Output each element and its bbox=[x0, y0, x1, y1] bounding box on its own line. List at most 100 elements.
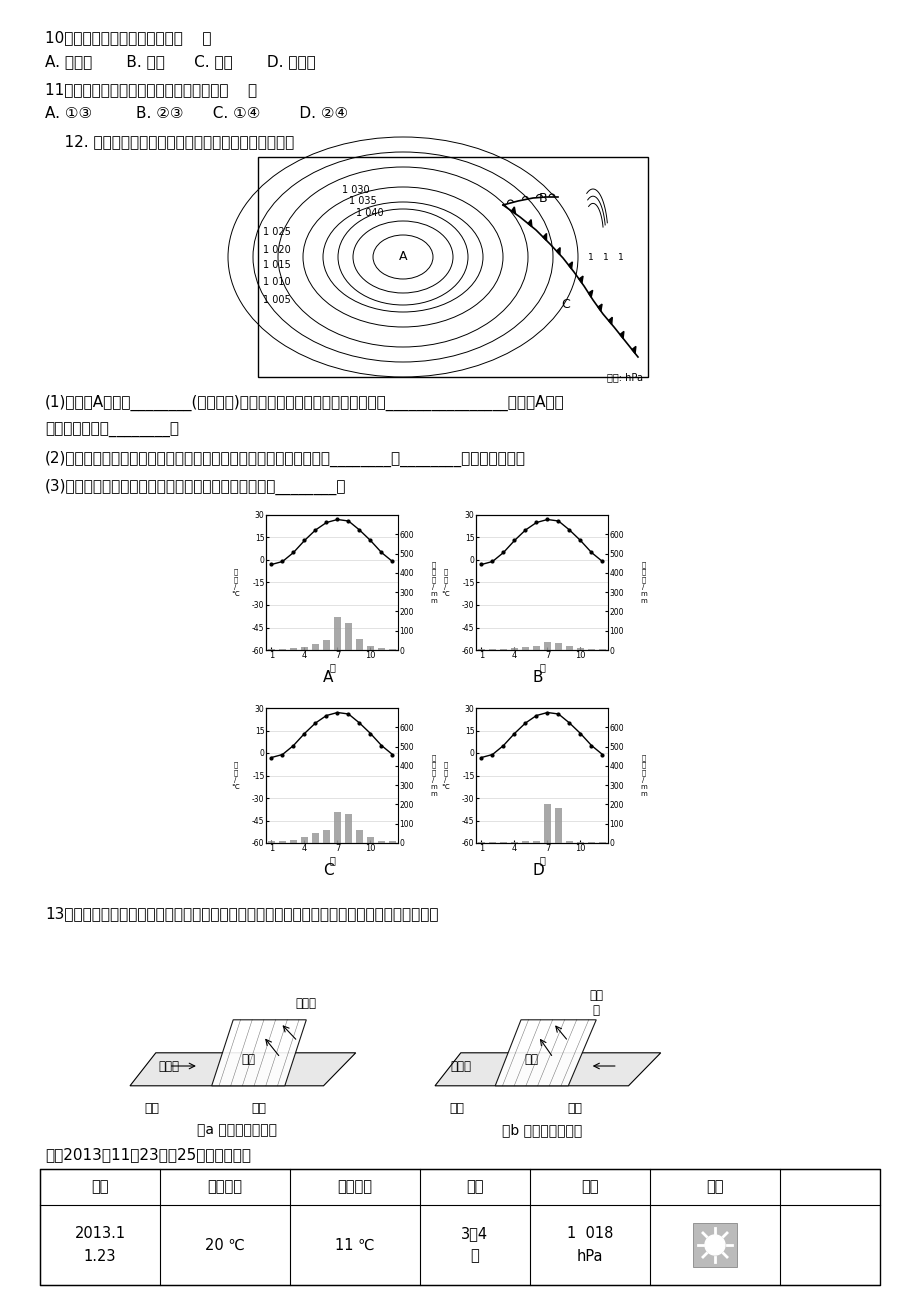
Bar bbox=[312, 644, 319, 650]
Polygon shape bbox=[528, 220, 531, 227]
Text: 1: 1 bbox=[603, 253, 608, 262]
Text: 1 035: 1 035 bbox=[348, 197, 377, 206]
Polygon shape bbox=[130, 1053, 356, 1086]
Polygon shape bbox=[511, 207, 515, 214]
Text: 上海2013年11月23日至25日的气象数据: 上海2013年11月23日至25日的气象数据 bbox=[45, 1147, 251, 1161]
Bar bbox=[334, 617, 341, 650]
Text: 20 ℃: 20 ℃ bbox=[205, 1237, 244, 1253]
Y-axis label: 气
温
/
℃: 气 温 / ℃ bbox=[232, 762, 239, 789]
Text: 1 040: 1 040 bbox=[356, 208, 383, 217]
Text: 锋前: 锋前 bbox=[448, 1103, 463, 1116]
Text: 单位: hPa: 单位: hPa bbox=[607, 372, 642, 381]
Y-axis label: 气
温
/
℃: 气 温 / ℃ bbox=[232, 569, 239, 596]
Polygon shape bbox=[597, 305, 601, 311]
Bar bbox=[257, 158, 647, 378]
Text: B: B bbox=[539, 193, 547, 206]
Bar bbox=[543, 642, 550, 650]
Circle shape bbox=[704, 1236, 724, 1255]
Bar bbox=[367, 646, 374, 650]
Text: (3)下列四幅图中，符合我国华北地区主要气候类型的是________。: (3)下列四幅图中，符合我国华北地区主要气候类型的是________。 bbox=[45, 479, 346, 495]
Polygon shape bbox=[568, 262, 572, 270]
Y-axis label: 降
水
量
/
m
m: 降 水 量 / m m bbox=[429, 754, 437, 797]
Text: 冷空气: 冷空气 bbox=[449, 1060, 471, 1073]
Bar bbox=[278, 841, 286, 842]
Text: 时的天气状况是________。: 时的天气状况是________。 bbox=[45, 423, 179, 437]
Bar bbox=[267, 841, 275, 842]
Text: 图a 冷锋天气示意图: 图a 冷锋天气示意图 bbox=[198, 1124, 278, 1137]
Text: 暖空气: 暖空气 bbox=[296, 997, 316, 1010]
Polygon shape bbox=[588, 290, 592, 297]
Bar bbox=[692, 1223, 736, 1267]
Text: B: B bbox=[532, 671, 542, 685]
Bar bbox=[389, 841, 396, 842]
Bar bbox=[323, 829, 330, 842]
Polygon shape bbox=[211, 1019, 306, 1086]
Bar bbox=[367, 837, 374, 842]
Polygon shape bbox=[542, 233, 546, 241]
Text: 13．锋面是全球最主要的天气系统之一，在中纬度地区最为常见。读图表资料，完成下列问题。: 13．锋面是全球最主要的天气系统之一，在中纬度地区最为常见。读图表资料，完成下列… bbox=[45, 906, 438, 921]
Bar bbox=[554, 809, 562, 842]
Bar bbox=[576, 648, 584, 650]
Text: A: A bbox=[323, 671, 333, 685]
Text: 暖空
气: 暖空 气 bbox=[588, 990, 603, 1017]
Text: 雨带: 雨带 bbox=[241, 1053, 255, 1066]
Text: (2)如果该天气形势出现在春季，那么我国西北、华北地区有可能出现________和________等灾害性天气。: (2)如果该天气形势出现在春季，那么我国西北、华北地区有可能出现________… bbox=[45, 450, 526, 467]
Bar bbox=[554, 643, 562, 650]
Text: A. 东北部       B. 东部      C. 南部       D. 西北部: A. 东北部 B. 东部 C. 南部 D. 西北部 bbox=[45, 53, 315, 69]
Bar bbox=[312, 833, 319, 842]
Text: 1 030: 1 030 bbox=[342, 185, 369, 195]
Bar bbox=[565, 646, 573, 650]
Bar bbox=[543, 805, 550, 842]
Polygon shape bbox=[578, 276, 583, 283]
Text: A. ①③         B. ②③      C. ①④        D. ②④: A. ①③ B. ②③ C. ①④ D. ②④ bbox=[45, 105, 347, 121]
Bar bbox=[378, 648, 385, 650]
Text: 1 025: 1 025 bbox=[263, 227, 290, 237]
Text: 最高气温: 最高气温 bbox=[208, 1180, 243, 1194]
X-axis label: 月: 月 bbox=[539, 855, 544, 865]
Bar bbox=[510, 648, 517, 650]
Polygon shape bbox=[607, 318, 612, 324]
Text: 11 ℃: 11 ℃ bbox=[335, 1237, 374, 1253]
Bar bbox=[356, 829, 363, 842]
Text: 锋前: 锋前 bbox=[251, 1103, 267, 1116]
Text: 日期: 日期 bbox=[91, 1180, 108, 1194]
Bar bbox=[323, 641, 330, 650]
Y-axis label: 气
温
/
℃: 气 温 / ℃ bbox=[441, 762, 448, 789]
Text: 1 020: 1 020 bbox=[263, 245, 290, 255]
Bar bbox=[289, 648, 297, 650]
Text: 天气: 天气 bbox=[706, 1180, 723, 1194]
Y-axis label: 降
水
量
/
m
m: 降 水 量 / m m bbox=[429, 561, 437, 604]
Polygon shape bbox=[619, 332, 623, 339]
Text: 10．图示区域内风力较大的是（    ）: 10．图示区域内风力较大的是（ ） bbox=[45, 30, 211, 46]
Text: 1  018
hPa: 1 018 hPa bbox=[566, 1226, 613, 1264]
Polygon shape bbox=[556, 247, 560, 255]
Text: 1 015: 1 015 bbox=[263, 260, 290, 270]
Text: 锋后: 锋后 bbox=[144, 1103, 159, 1116]
Y-axis label: 降
水
量
/
m
m: 降 水 量 / m m bbox=[640, 754, 646, 797]
X-axis label: 月: 月 bbox=[329, 855, 335, 865]
Text: 气压: 气压 bbox=[581, 1180, 598, 1194]
Bar bbox=[301, 837, 308, 842]
Bar bbox=[40, 1169, 879, 1285]
Text: (1)此时，A地处于________(天气系统)控制下，其中心气流在水平方向上呈________________流动，A地此: (1)此时，A地处于________(天气系统)控制下，其中心气流在水平方向上呈… bbox=[45, 395, 564, 411]
Text: 风力: 风力 bbox=[466, 1180, 483, 1194]
Text: 锋后: 锋后 bbox=[567, 1103, 582, 1116]
Polygon shape bbox=[494, 1019, 596, 1086]
Bar bbox=[521, 647, 528, 650]
Text: 3～4
级: 3～4 级 bbox=[461, 1226, 488, 1264]
Text: 图b 暖锋天气示意图: 图b 暖锋天气示意图 bbox=[502, 1124, 582, 1137]
Text: 1: 1 bbox=[618, 253, 623, 262]
Bar bbox=[334, 812, 341, 842]
Text: 最低气温: 最低气温 bbox=[337, 1180, 372, 1194]
Bar bbox=[378, 841, 385, 842]
Text: D: D bbox=[531, 863, 543, 878]
Bar bbox=[345, 814, 352, 842]
Bar bbox=[565, 841, 573, 842]
Bar bbox=[301, 647, 308, 650]
X-axis label: 月: 月 bbox=[539, 661, 544, 672]
Text: 1 010: 1 010 bbox=[263, 277, 290, 286]
Polygon shape bbox=[435, 1053, 660, 1086]
Bar bbox=[521, 841, 528, 842]
Y-axis label: 降
水
量
/
m
m: 降 水 量 / m m bbox=[640, 561, 646, 604]
X-axis label: 月: 月 bbox=[329, 661, 335, 672]
